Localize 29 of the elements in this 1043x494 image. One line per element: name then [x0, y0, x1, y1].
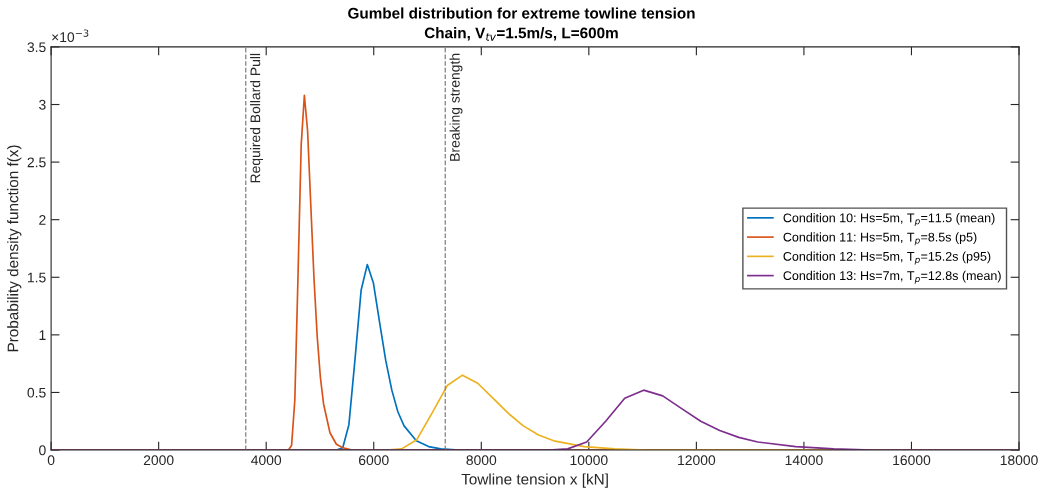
y-tick-label: 0 — [39, 445, 46, 456]
x-tick-label: 16000 — [893, 455, 931, 466]
x-tick-label: 8000 — [466, 455, 497, 466]
legend-label: Condition 11: Hs=5m, T$_{p}$=8.5s (p5) — [783, 232, 977, 246]
y-axis-title: Probability density function f(x) — [7, 145, 22, 352]
legend-label: Condition 13: Hs=7m, T$_{p}$=12.8s (mean) — [783, 270, 1001, 284]
y-tick-label: 2.5 — [27, 157, 46, 168]
x-tick-label: 14000 — [785, 455, 823, 466]
chart-subtitle: Chain, V$_{tv}$=1.5m/s, L=600m — [424, 27, 618, 41]
y-tick-label: 3.5 — [27, 42, 46, 53]
legend-label: Condition 10: Hs=5m, T$_{p}$=11.5 (mean) — [783, 213, 995, 227]
x-tick-label: 4000 — [251, 455, 282, 466]
y-tick-label: 0.5 — [27, 387, 46, 398]
y-tick-label: 1 — [39, 330, 46, 340]
y-tick-label: 2 — [39, 215, 46, 225]
x-tick-label: 12000 — [678, 455, 716, 466]
x-tick-label: 10000 — [570, 455, 608, 466]
x-tick-label: 6000 — [359, 455, 389, 466]
ref-line-label: Breaking strength — [449, 53, 463, 161]
y-tick-label: 1.5 — [28, 272, 46, 283]
text: ×10$^{−3}$ — [52, 29, 89, 43]
x-tick-label: 2000 — [143, 455, 174, 466]
ref-line-label: Required Bollard Pull — [250, 53, 264, 183]
x-tick-label: 18000 — [1000, 455, 1038, 466]
legend-label: Condition 12: Hs=5m, T$_{p}$=15.2s (p95) — [783, 251, 991, 265]
chart-title: Gumbel distribution for extreme towline tension — [348, 7, 695, 19]
y-tick-label: 3 — [39, 99, 46, 110]
x-axis-title: Towline tension x [kN] — [461, 473, 608, 488]
x-tick-label: 0 — [47, 455, 55, 466]
